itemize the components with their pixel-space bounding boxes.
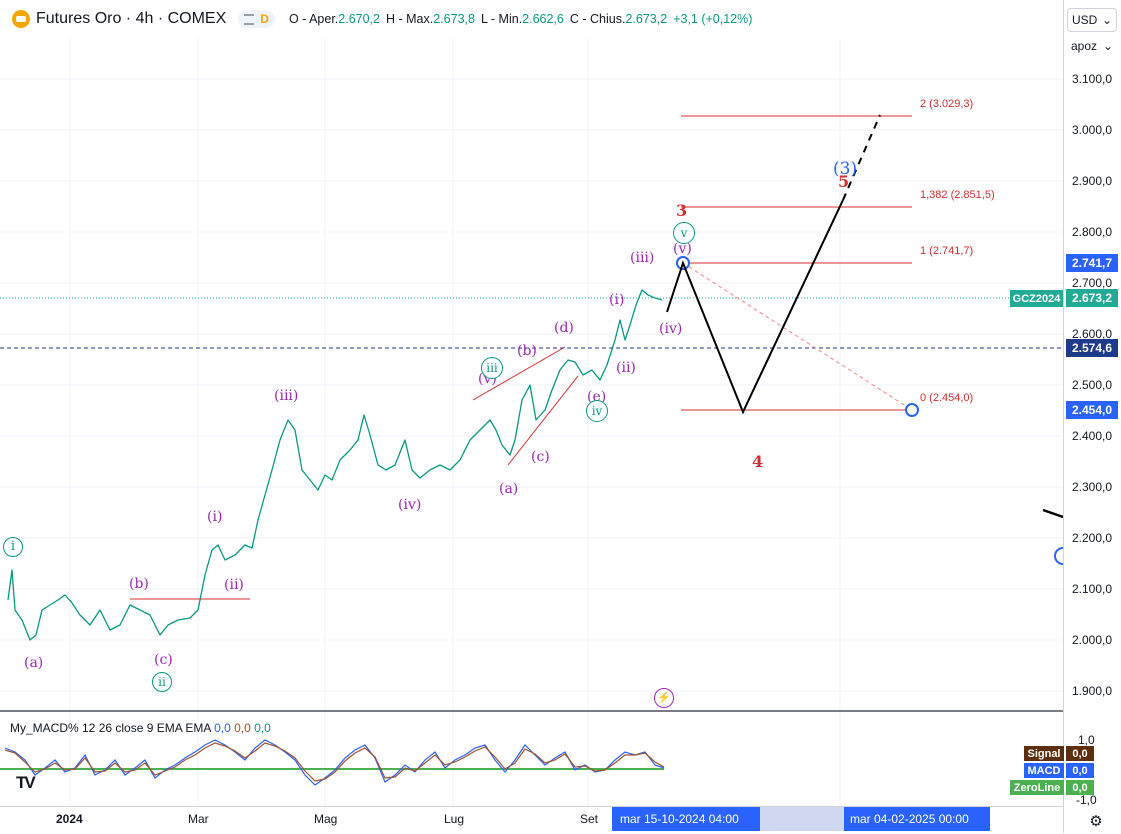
time-tick: Lug bbox=[444, 812, 465, 826]
fib-levels[interactable] bbox=[681, 115, 912, 411]
price-tick: 2.500,0 bbox=[1072, 378, 1113, 392]
fib-anchor-bottom[interactable] bbox=[905, 403, 919, 417]
price-label-fib1: 2.741,7 bbox=[1066, 254, 1118, 272]
fib-label-2: 2 (3.029,3) bbox=[920, 98, 974, 110]
time-cursor-left: mar 15-10-2024 04:00 bbox=[612, 807, 760, 831]
scale-mode-select[interactable]: apoz ⌄ bbox=[1071, 39, 1113, 53]
projection-dashed bbox=[842, 114, 881, 201]
equals-icon bbox=[244, 13, 255, 25]
tradingview-logo-icon[interactable]: TV bbox=[16, 773, 36, 792]
macd-legend[interactable]: My_MACD% 12 26 close 9 EMA EMA 0,0 0,0 0… bbox=[10, 721, 271, 735]
price-tick: 2.700,0 bbox=[1072, 276, 1113, 290]
ohlc-low: L - Min.2.662,6 bbox=[480, 12, 564, 26]
projection-path bbox=[666, 199, 844, 415]
time-axis[interactable] bbox=[0, 806, 1063, 834]
price-tick: 2.600,0 bbox=[1072, 327, 1113, 341]
fib-label-1382: 1,382 (2.851,5) bbox=[920, 189, 995, 201]
symbol-tag: GCZ2024 bbox=[1010, 290, 1063, 307]
price-change: +3,1 (+0,12%) bbox=[673, 12, 753, 26]
price-label-hline: 2.574,6 bbox=[1066, 339, 1118, 357]
chevron-down-icon: ⌄ bbox=[1101, 13, 1112, 27]
price-tick: 2.000,0 bbox=[1072, 633, 1113, 647]
symbol-title[interactable]: Futures Oro · 4h · COMEX bbox=[36, 10, 227, 27]
price-tick: 2.800,0 bbox=[1072, 225, 1113, 239]
chevron-down-icon: ⌄ bbox=[1102, 39, 1113, 53]
price-tick: 2.200,0 bbox=[1072, 531, 1113, 545]
market-status-pill[interactable]: D bbox=[238, 10, 275, 28]
zeroline-name-label: ZeroLine bbox=[1010, 780, 1064, 795]
off-chart-line bbox=[1042, 508, 1063, 519]
price-tick: 2.300,0 bbox=[1072, 480, 1113, 494]
signal-line bbox=[4, 742, 665, 782]
macd-name-label: MACD bbox=[1024, 763, 1064, 778]
lightning-icon[interactable]: ⚡ bbox=[654, 688, 674, 708]
gold-symbol-icon bbox=[12, 10, 30, 28]
chart-header: Futures Oro · 4h · COMEX D O - Aper.2.67… bbox=[0, 0, 1062, 38]
price-tick: 3.000,0 bbox=[1072, 123, 1113, 137]
settings-gear-icon[interactable]: ⚙ bbox=[1089, 813, 1103, 830]
ohlc-close: C - Chius.2.673,2 bbox=[569, 12, 668, 26]
price-tick: 3.100,0 bbox=[1072, 72, 1113, 86]
price-series bbox=[7, 289, 663, 641]
macd-tick-bottom: -1,0 bbox=[1076, 793, 1097, 807]
time-range-highlight bbox=[760, 807, 844, 831]
signal-value-label: 0,0 bbox=[1066, 746, 1094, 761]
price-label-fib0: 2.454,0 bbox=[1066, 401, 1118, 419]
signal-name-label: Signal bbox=[1024, 746, 1064, 761]
zeroline-value-label: 0,0 bbox=[1066, 780, 1094, 795]
price-label-last: 2.673,2 bbox=[1066, 289, 1118, 307]
ohlc-high: H - Max.2.673,8 bbox=[386, 12, 475, 26]
price-tick: 2.400,0 bbox=[1072, 429, 1113, 443]
macd-tick-top: 1,0 bbox=[1078, 733, 1095, 747]
triangle-upper-line bbox=[472, 346, 566, 401]
price-tick: 2.100,0 bbox=[1072, 582, 1113, 596]
fib-label-0: 0 (2.454,0) bbox=[920, 392, 974, 404]
price-tick: 1.900,0 bbox=[1072, 684, 1113, 698]
time-tick: Mar bbox=[188, 812, 209, 826]
off-chart-circle bbox=[1054, 547, 1063, 565]
market-status: D bbox=[260, 12, 269, 26]
time-tick: 2024 bbox=[56, 812, 83, 826]
time-tick: Set bbox=[580, 812, 599, 826]
time-tick: Mag bbox=[314, 812, 338, 826]
time-cursor-right: mar 04-02-2025 00:00 bbox=[844, 807, 990, 831]
grid bbox=[0, 38, 1063, 806]
ohlc-open: O - Aper.2.670,2 bbox=[288, 12, 380, 26]
macd-line bbox=[4, 739, 665, 786]
triangle-lower-line bbox=[507, 375, 579, 466]
macd-value-label: 0,0 bbox=[1066, 763, 1094, 778]
fib-label-1: 1 (2.741,7) bbox=[920, 245, 974, 257]
chart-canvas[interactable] bbox=[0, 0, 1063, 806]
currency-select[interactable]: USD ⌄ bbox=[1067, 8, 1117, 32]
fib-trend-line[interactable] bbox=[682, 262, 913, 411]
price-tick: 2.900,0 bbox=[1072, 174, 1113, 188]
